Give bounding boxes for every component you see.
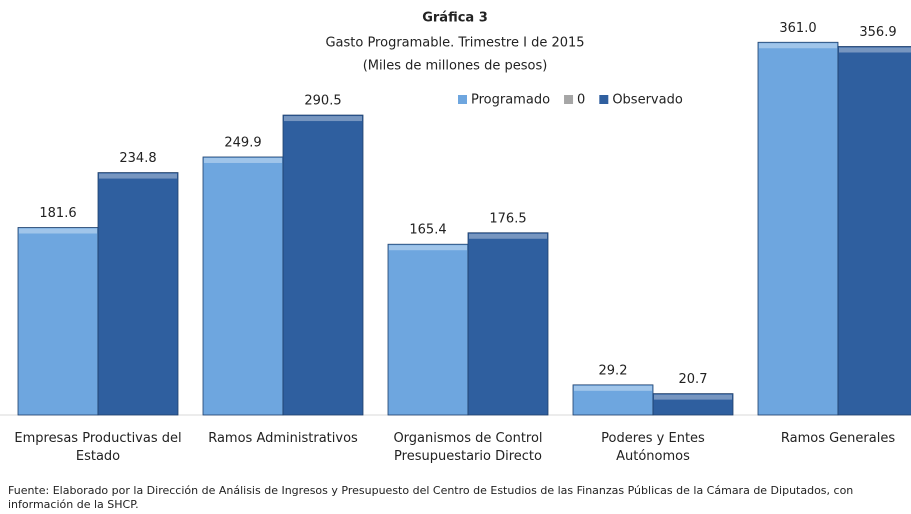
bar — [652, 393, 734, 416]
legend-label: 0 — [577, 93, 585, 108]
bar-highlight — [469, 233, 547, 239]
bar — [387, 243, 469, 416]
data-label: 356.9 — [859, 25, 896, 40]
bar-highlight — [839, 47, 911, 53]
source-note: Fuente: Elaborado por la Dirección de An… — [8, 484, 854, 511]
legend-swatch — [458, 95, 467, 104]
bar — [97, 172, 179, 416]
chart-title: Gráfica 3 — [422, 11, 488, 26]
unit-label: (Miles de millones de pesos) — [363, 59, 548, 74]
bar-highlight — [19, 228, 97, 234]
data-label: 176.5 — [489, 211, 526, 226]
bar-highlight — [574, 385, 652, 391]
bar — [202, 156, 284, 416]
x-tick-label: Ramos Administrativos — [208, 431, 358, 446]
x-tick-label: Empresas Productivas del Estado — [14, 431, 182, 464]
bar-highlight — [654, 394, 732, 400]
legend-swatch — [599, 95, 609, 104]
x-tick-label: Organismos de Control Presupuestario Dir… — [393, 431, 543, 464]
legend-swatch — [564, 95, 574, 104]
data-label: 249.9 — [224, 135, 261, 150]
chart-subtitle: Gasto Programable. Trimestre I de 2015 — [325, 36, 584, 51]
bar-highlight — [389, 245, 467, 251]
bar — [282, 114, 364, 416]
data-label: 29.2 — [599, 363, 628, 378]
chart-svg: Gráfica 3 Gasto Programable. Trimestre I… — [0, 11, 911, 416]
data-label: 20.7 — [679, 372, 708, 387]
bar — [17, 227, 99, 416]
bar-highlight — [204, 157, 282, 163]
bar-highlight — [759, 43, 837, 49]
data-label: 165.4 — [409, 223, 446, 238]
bar — [757, 41, 839, 416]
bar — [467, 232, 549, 416]
x-tick-label: Poderes y Entes Autónomos — [601, 431, 705, 464]
bar — [837, 46, 911, 416]
data-label: 181.6 — [39, 206, 76, 221]
bar-highlight — [284, 116, 362, 122]
data-label: 234.8 — [119, 151, 156, 166]
data-label: 361.0 — [779, 21, 816, 36]
legend-label: Observado — [612, 93, 683, 108]
data-label: 290.5 — [304, 94, 341, 109]
bar-highlight — [99, 173, 177, 179]
legend-label: Programado — [471, 93, 550, 108]
x-tick-label: Ramos Generales — [780, 431, 896, 446]
